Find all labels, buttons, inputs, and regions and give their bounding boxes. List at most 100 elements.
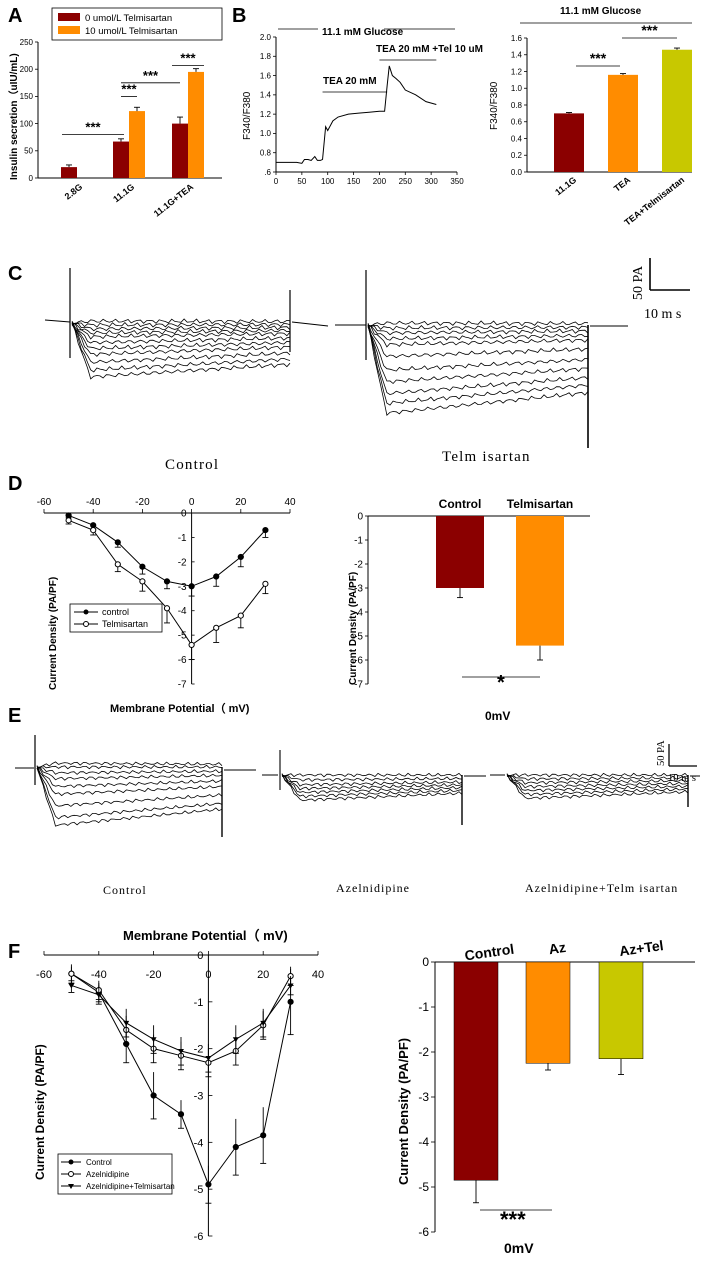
current-trace — [71, 322, 291, 351]
significance-label: *** — [590, 50, 607, 66]
x-axis-label: Membrane Potential（ mV) — [110, 702, 250, 715]
x-tick-label: 0 — [274, 177, 279, 186]
x-tick-label: 0 — [189, 497, 195, 508]
x-tick-label: 250 — [399, 177, 413, 186]
bar-11.1G-0 — [113, 141, 129, 178]
current-trace — [36, 768, 223, 820]
data-point-control — [188, 583, 195, 590]
y-tick-label: 1.4 — [260, 91, 272, 100]
y-tick-label: 0.8 — [511, 101, 523, 110]
current-trace — [281, 774, 463, 791]
data-point-Telmisartan — [90, 527, 97, 534]
current-trace — [36, 765, 223, 797]
bar-Control — [436, 516, 484, 588]
current-trace — [506, 773, 689, 797]
current-trace — [36, 767, 223, 775]
y-tick-label: 0.2 — [511, 151, 523, 160]
annotation-tea: TEA 20 mM — [323, 76, 377, 87]
y-tick-label: 0.4 — [511, 134, 523, 143]
baseline — [44, 319, 71, 323]
y-tick-label: -6 — [194, 1231, 204, 1243]
current-trace — [367, 326, 589, 396]
panel-letter-b: B — [232, 5, 246, 27]
y-tick-label: 1.2 — [260, 110, 272, 119]
panel-f-iv-chart: Membrane Potential（ mV) Current Density … — [33, 928, 324, 1243]
data-point-control — [262, 527, 269, 534]
significance-star: * — [497, 672, 505, 694]
panel-f-bar-chart: Current Density (PA/PF) 0mV *** 0 -1 -2 -3 -… — [396, 937, 695, 1256]
y-axis-label: Insulin secretion（uIU/mL) — [7, 53, 20, 180]
legend-marker-telmisartan — [83, 621, 89, 627]
current-trace — [71, 324, 291, 364]
y-tick-label: -5 — [354, 632, 363, 643]
x-tick-label: 300 — [424, 177, 438, 186]
y-tick-label: -2 — [178, 557, 187, 568]
bar-11.1G+TEA-1 — [188, 71, 204, 178]
panel-d-iv-chart: Current Density (PA/PF) Membrane Potenti… — [37, 497, 296, 715]
category-label: Az — [548, 939, 567, 957]
legend-label-0: 0 umol/L Telmisartan — [85, 13, 172, 24]
significance-label: *** — [180, 50, 196, 65]
x-tick-label: 11.1G — [553, 175, 578, 198]
bar-11.1G — [554, 113, 584, 172]
current-trace — [367, 322, 589, 359]
data-point-Azelnidipine+Telmisartan — [150, 1037, 157, 1043]
current-trace — [367, 324, 589, 416]
y-tick-label: -1 — [178, 533, 187, 544]
x-tick-label: 100 — [321, 177, 335, 186]
chart-title: 11.1 mM Glucose — [322, 27, 404, 38]
data-point-Control — [177, 1111, 185, 1118]
current-trace — [36, 767, 223, 827]
y-tick-label: 1.0 — [260, 129, 272, 138]
y-tick-label: -1 — [354, 536, 363, 547]
data-point-Telmisartan — [65, 517, 72, 524]
y-tick-label: -5 — [178, 631, 187, 642]
current-trace — [281, 772, 463, 778]
tail-baseline — [291, 321, 329, 327]
data-point-Telmisartan — [188, 641, 195, 649]
current-trace — [367, 324, 589, 348]
y-tick-label: 0 — [422, 955, 429, 969]
x-tick-label: -20 — [135, 497, 150, 508]
y-tick-label: 250 — [20, 38, 34, 47]
data-point-Azelnidipine+Telmisartan — [68, 983, 75, 989]
y-tick-label: -3 — [194, 1091, 204, 1103]
y-axis-label: Current Density (PA/PF) — [33, 1044, 47, 1180]
current-trace — [71, 324, 291, 357]
panel-a-chart: 0 umol/L Telmisartan 10 umol/L Telmisart… — [7, 7, 223, 219]
bar-Az — [525, 961, 571, 1064]
current-trace — [281, 773, 463, 799]
y-tick-label: 0 — [357, 512, 363, 523]
current-trace — [506, 774, 689, 789]
data-point-Azelnidipine+Telmisartan — [287, 983, 294, 989]
y-axis-label: Current Density (PA/PF) — [396, 1038, 411, 1185]
x-tick-label: 11.1G — [111, 182, 136, 205]
scale-bar-y-label: 50 PA — [656, 740, 667, 766]
legend-label-azelnidipine: Azelnidipine — [86, 1170, 130, 1179]
y-tick-label: 0.0 — [511, 168, 523, 177]
y-tick-label: -4 — [354, 608, 363, 619]
chart-title: Membrane Potential（ mV) — [123, 928, 288, 943]
x-tick-label: -20 — [146, 969, 162, 981]
legend-swatch-1 — [58, 26, 80, 34]
y-axis-label: F340/F380 — [489, 81, 500, 130]
y-tick-label: -4 — [178, 606, 187, 617]
current-trace — [367, 326, 589, 385]
data-point-Azelnidipine+Telmisartan — [95, 992, 102, 998]
data-point-Control — [260, 1132, 267, 1139]
category-label: Control — [464, 941, 516, 964]
data-point-Telmisartan — [114, 561, 121, 568]
x-tick-label: 40 — [312, 969, 324, 981]
legend-label-telmisartan: Telmisartan — [102, 619, 148, 629]
scale-bar: 50 PA 10 m s — [656, 740, 697, 784]
current-trace — [36, 761, 223, 768]
bar-Az+Tel — [598, 961, 644, 1059]
y-tick-label: 1.8 — [260, 52, 272, 61]
y-tick-label: 1.6 — [511, 34, 523, 43]
y-tick-label: -6 — [354, 656, 363, 667]
data-point-Telmisartan — [139, 578, 146, 585]
current-trace — [506, 774, 689, 793]
data-point-Control — [150, 1092, 157, 1099]
current-trace — [367, 324, 589, 372]
trace-label-control: Control — [165, 457, 219, 473]
